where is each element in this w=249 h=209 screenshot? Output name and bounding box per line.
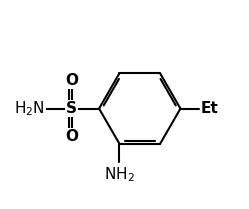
Text: O: O [65, 129, 78, 144]
Text: $\mathregular{H_2N}$: $\mathregular{H_2N}$ [14, 99, 45, 118]
Text: S: S [66, 101, 77, 116]
Text: $\mathregular{NH_2}$: $\mathregular{NH_2}$ [104, 165, 135, 184]
Text: O: O [65, 73, 78, 88]
Text: Et: Et [201, 101, 219, 116]
